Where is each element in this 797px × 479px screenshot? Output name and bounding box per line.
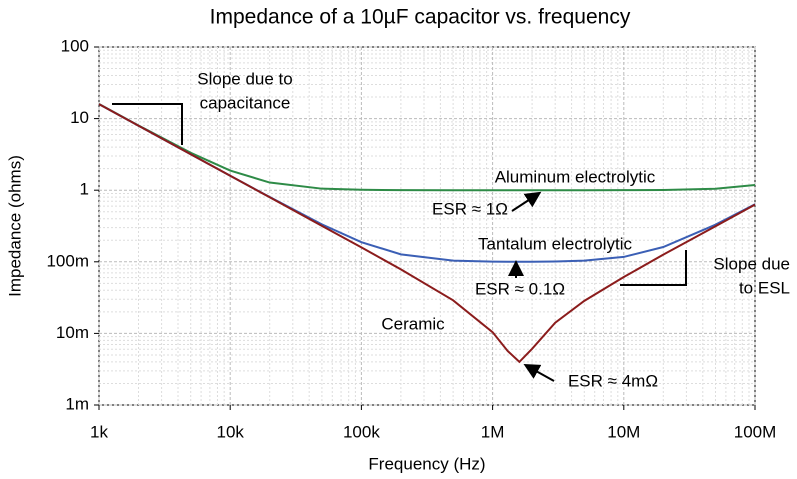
annotation: ESR ≈ 1Ω bbox=[432, 199, 508, 218]
slope-bracket bbox=[112, 103, 183, 145]
line bbox=[98, 103, 756, 192]
annotation: ESR ≈ 4mΩ bbox=[568, 371, 658, 390]
y-tick-label: 100 bbox=[61, 36, 89, 55]
line bbox=[98, 103, 756, 364]
series-label: Aluminum electrolytic bbox=[495, 167, 656, 186]
slope-bracket bbox=[620, 250, 687, 286]
series-label: Ceramic bbox=[381, 314, 445, 333]
x-tick-label: 1k bbox=[90, 422, 108, 441]
plot-area bbox=[98, 46, 756, 406]
x-tick-label: 10k bbox=[216, 422, 244, 441]
x-axis-label: Frequency (Hz) bbox=[368, 454, 485, 473]
annotation: Slope due to bbox=[197, 69, 292, 88]
annotation: capacitance bbox=[200, 93, 291, 112]
annotation: ESR ≈ 0.1Ω bbox=[475, 279, 565, 298]
y-tick-label: 10 bbox=[70, 108, 89, 127]
arrow bbox=[511, 191, 542, 212]
x-tick-label: 10M bbox=[607, 422, 640, 441]
annotation: Slope due bbox=[713, 254, 790, 273]
x-tick-label: 100M bbox=[734, 422, 777, 441]
x-tick-label: 100k bbox=[343, 422, 380, 441]
arrow bbox=[523, 364, 555, 382]
chart-title: Impedance of a 10µF capacitor vs. freque… bbox=[210, 6, 631, 29]
y-tick-label: 1m bbox=[65, 394, 89, 413]
y-axis-label: Impedance (ohms) bbox=[5, 155, 24, 297]
y-tick-label: 10m bbox=[56, 323, 89, 342]
y-tick-label: 1 bbox=[80, 180, 89, 199]
y-tick-label: 100m bbox=[46, 251, 89, 270]
x-tick-label: 1M bbox=[481, 422, 505, 441]
series-label: Tantalum electrolytic bbox=[478, 234, 633, 253]
annotation: to ESL bbox=[739, 278, 790, 297]
